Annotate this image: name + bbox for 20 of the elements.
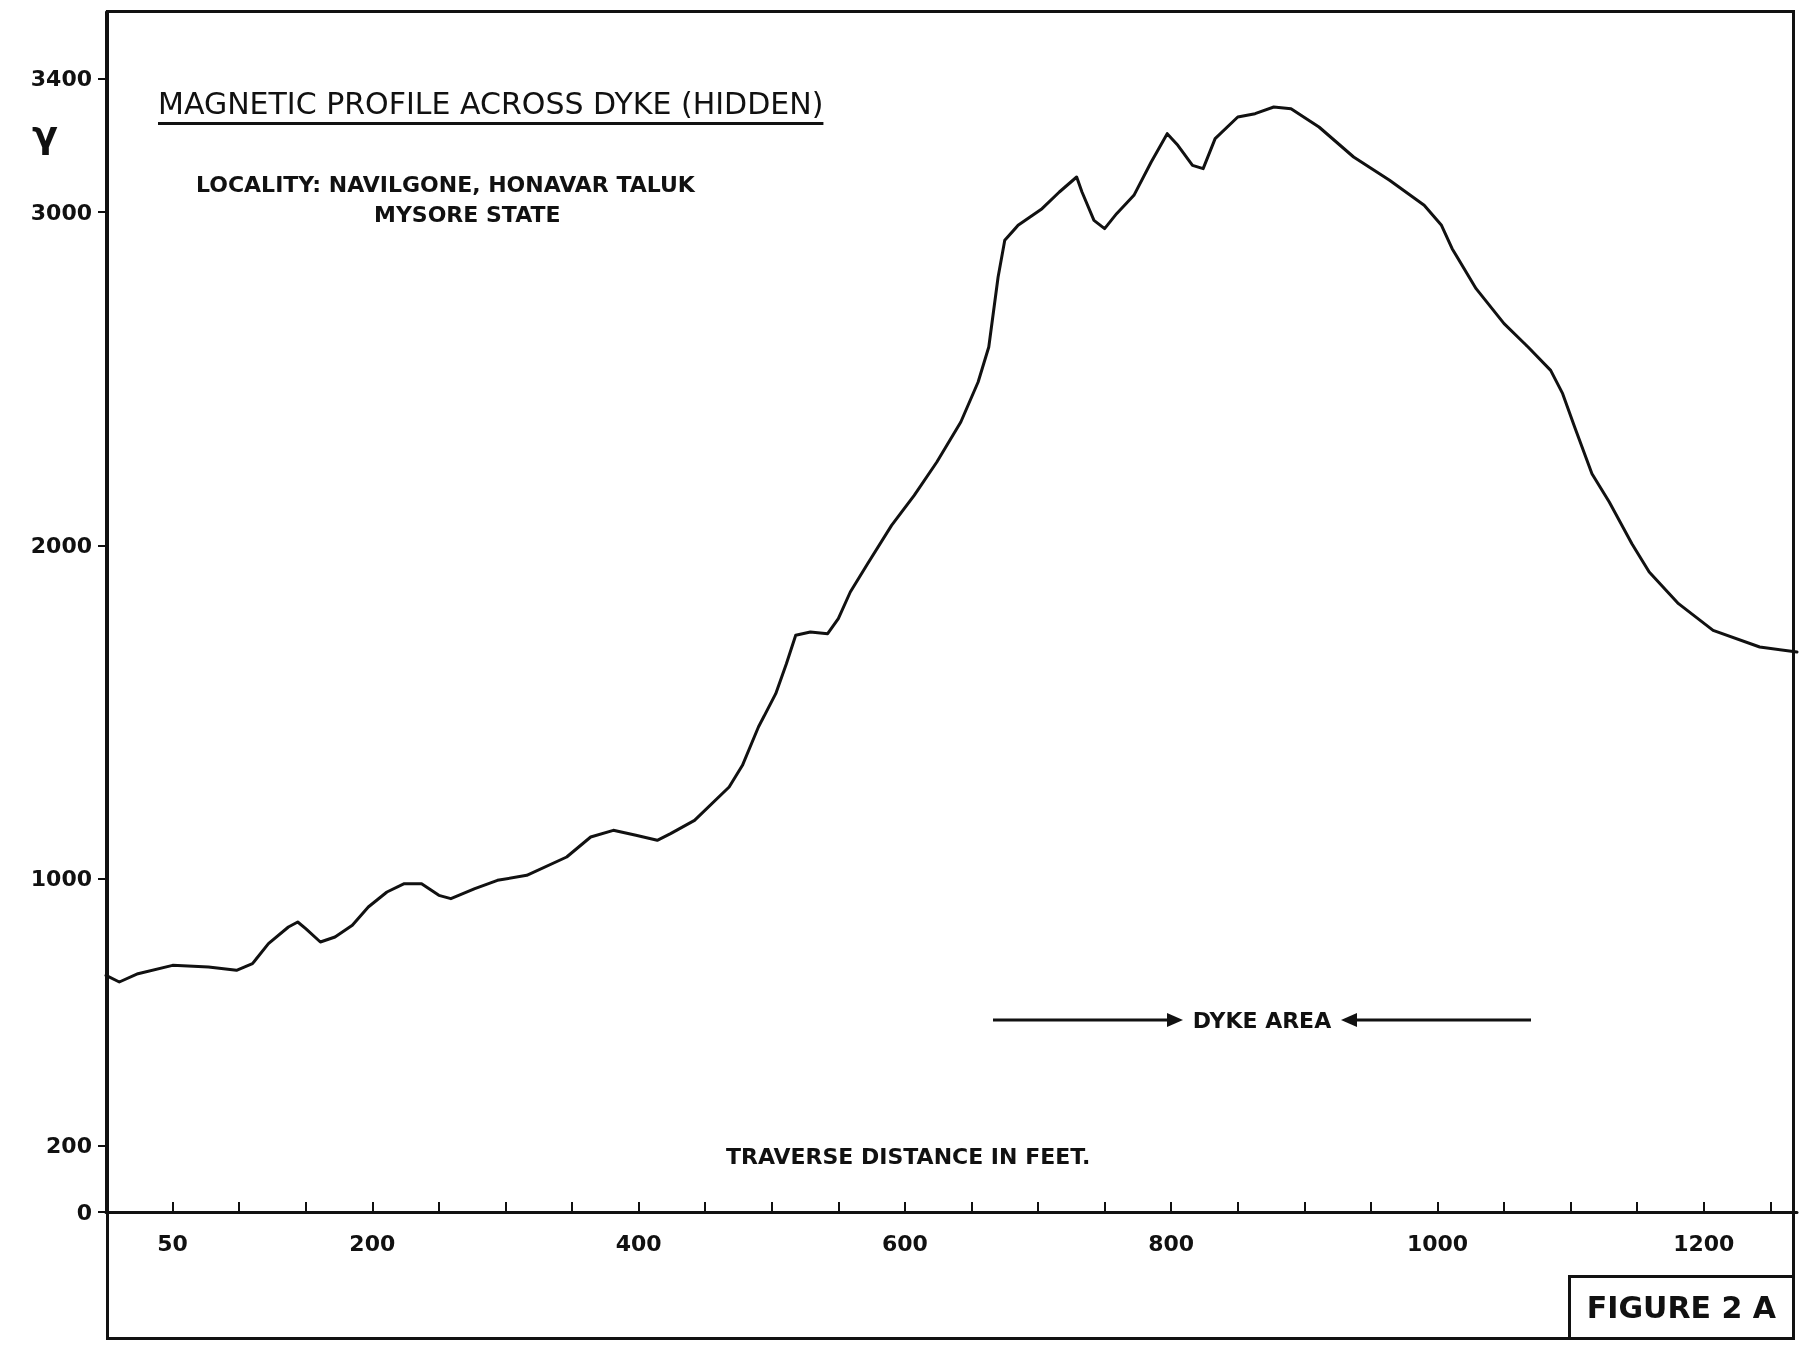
x-tick-label: 50 [157, 1230, 188, 1256]
y-tick-label: 3000 [30, 199, 92, 225]
y-tick-label: 2000 [30, 532, 92, 558]
x-tick-label: 400 [615, 1230, 662, 1256]
y-axis-title: γ [32, 112, 58, 156]
caption: FIGURE 2 A [1567, 1275, 1792, 1337]
x-tick-label: 1200 [1673, 1230, 1735, 1256]
y-tick-label: 0 [76, 1199, 92, 1225]
annotation: DYKE AREA [1192, 1007, 1332, 1033]
y-tick-label: 1000 [30, 866, 92, 892]
y-tick-label: 200 [46, 1132, 92, 1158]
annotation: LOCALITY: NAVILGONE, HONAVAR TALUK [196, 172, 695, 197]
y-tick-label: 3400 [30, 66, 92, 92]
x-tick-label: 1000 [1406, 1230, 1469, 1256]
x-axis-title: TRAVERSE DISTANCE IN FEET. [726, 1144, 1091, 1169]
annotation: MYSORE STATE [374, 202, 561, 227]
x-tick-label: 200 [349, 1230, 396, 1256]
x-tick-label: 800 [1148, 1230, 1195, 1256]
text: MAGNETIC PROFILE ACROSS DYKE (HIDDEN) [158, 86, 824, 121]
x-tick-label: 600 [881, 1230, 928, 1256]
